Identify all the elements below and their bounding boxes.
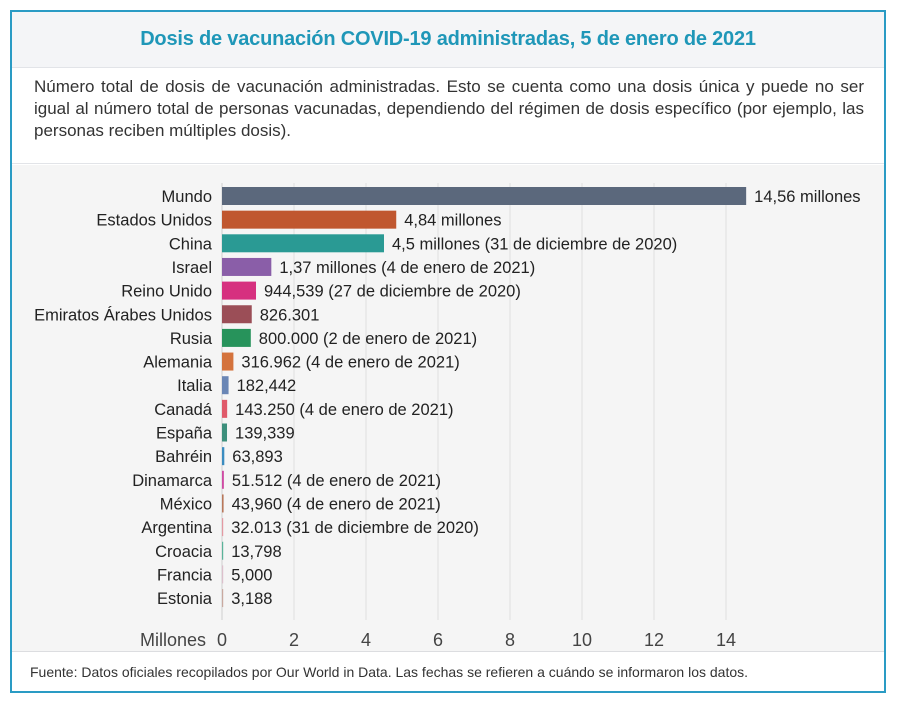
- value-labels: 14,56 millones 4,84 millones 4,5 millones …: [231, 188, 860, 608]
- data-label: 5,000: [231, 566, 272, 584]
- bar[interactable]: [222, 541, 224, 560]
- bar[interactable]: [222, 423, 228, 442]
- bars: [222, 187, 747, 608]
- category-label: Argentina: [141, 519, 212, 537]
- x-tick-label: 0: [217, 630, 227, 650]
- data-label: 32.013 (31 de diciembre de 2020): [231, 519, 479, 537]
- category-label: Alemania: [143, 354, 213, 372]
- x-tick-label: 14: [716, 630, 736, 650]
- category-label: México: [160, 495, 212, 513]
- category-label: Bahréin: [155, 448, 212, 466]
- category-labels: Mundo Estados Unidos China Israel Reino Unid…: [34, 188, 213, 608]
- category-label: Croacia: [155, 543, 213, 561]
- bar[interactable]: [222, 352, 234, 371]
- x-tick-label: 10: [572, 630, 592, 650]
- category-label: Estonia: [157, 590, 213, 608]
- category-label: Dinamarca: [132, 472, 213, 490]
- category-label: Rusia: [170, 330, 213, 348]
- data-label: 1,37 millones (4 de enero de 2021): [279, 259, 535, 277]
- x-tick-label: 8: [505, 630, 515, 650]
- gridlines: [221, 183, 727, 620]
- bar[interactable]: [222, 399, 228, 418]
- data-label: 4,5 millones (31 de diciembre de 2020): [392, 235, 677, 253]
- data-label: 3,188: [231, 590, 272, 608]
- data-label: 4,84 millones: [404, 212, 501, 230]
- category-label: Canadá: [154, 401, 213, 419]
- bar[interactable]: [222, 447, 225, 466]
- chart-footer: Fuente: Datos oficiales recopilados por …: [12, 652, 884, 691]
- category-label: Estados Unidos: [96, 212, 212, 230]
- data-label: 13,798: [231, 543, 281, 561]
- category-label: Reino Unido: [121, 283, 212, 301]
- x-tick-label: 12: [644, 630, 664, 650]
- data-label: 139,339: [235, 425, 295, 443]
- category-label: China: [169, 235, 213, 253]
- bar[interactable]: [222, 589, 224, 608]
- data-label: 316.962 (4 de enero de 2021): [241, 354, 459, 372]
- chart-area: Mundo Estados Unidos China Israel Reino Unid…: [12, 165, 884, 652]
- bar[interactable]: [222, 494, 224, 513]
- x-axis: 0 2 4 6 8 10 12 14 Millones: [140, 630, 736, 650]
- source-note: Fuente: Datos oficiales recopilados por …: [30, 663, 749, 680]
- bar[interactable]: [222, 187, 747, 205]
- bar[interactable]: [222, 470, 224, 489]
- bar[interactable]: [222, 281, 257, 300]
- x-tick-label: 4: [361, 630, 371, 650]
- bar[interactable]: [222, 376, 229, 395]
- category-label: España: [156, 425, 213, 443]
- data-label: 826.301: [260, 306, 320, 324]
- bar[interactable]: [222, 257, 272, 276]
- bar[interactable]: [222, 518, 224, 537]
- category-label: Israel: [172, 259, 212, 277]
- x-tick-label: 2: [289, 630, 299, 650]
- bar[interactable]: [222, 210, 397, 229]
- chart-description: Número total de dosis de vacunación admi…: [12, 68, 884, 164]
- data-label: 63,893: [232, 448, 282, 466]
- category-label: Italia: [177, 377, 213, 395]
- x-tick-label: 6: [433, 630, 443, 650]
- bar[interactable]: [222, 565, 224, 584]
- x-axis-label: Millones: [140, 630, 206, 650]
- chart-card: Dosis de vacunación COVID-19 administrad…: [10, 10, 886, 693]
- data-label: 14,56 millones: [754, 188, 860, 206]
- bar[interactable]: [222, 305, 252, 324]
- data-label: 182,442: [237, 377, 297, 395]
- bar[interactable]: [222, 328, 251, 347]
- data-label: 43,960 (4 de enero de 2021): [232, 495, 441, 513]
- category-label: Emiratos Árabes Unidos: [34, 305, 212, 324]
- bar-chart: Mundo Estados Unidos China Israel Reino Unid…: [34, 183, 861, 650]
- category-label: Francia: [157, 566, 213, 584]
- chart-title: Dosis de vacunación COVID-19 administrad…: [140, 28, 756, 50]
- data-label: 944,539 (27 de diciembre de 2020): [264, 283, 521, 301]
- category-label: Mundo: [162, 188, 212, 206]
- data-label: 51.512 (4 de enero de 2021): [232, 472, 441, 490]
- data-label: 800.000 (2 de enero de 2021): [259, 330, 477, 348]
- chart-header: Dosis de vacunación COVID-19 administrad…: [12, 12, 884, 68]
- bar[interactable]: [222, 234, 384, 253]
- data-label: 143.250 (4 de enero de 2021): [235, 401, 453, 419]
